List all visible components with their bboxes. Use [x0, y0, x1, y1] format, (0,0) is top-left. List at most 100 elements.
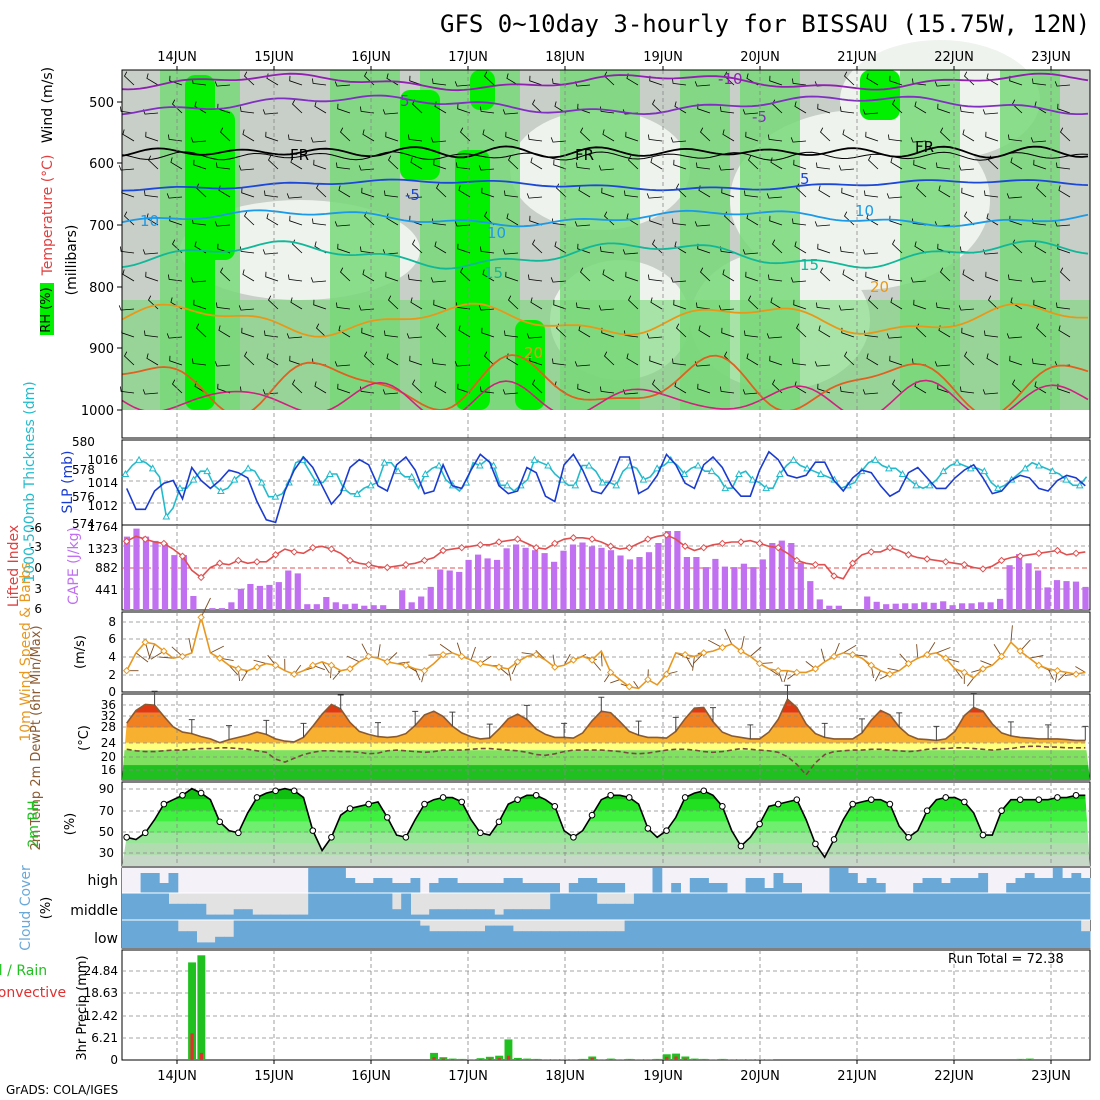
cloud-bar: [754, 893, 765, 920]
cloud-bar: [168, 873, 179, 893]
wind-speed-point: [1072, 670, 1080, 678]
cloud-bar: [391, 920, 402, 948]
precip-conv-bar: [1028, 1059, 1032, 1060]
lifted-index-point: [588, 535, 596, 543]
precip-total-bar: [430, 1052, 438, 1060]
cape-bar: [427, 586, 434, 610]
cloud-bar: [140, 920, 151, 948]
wind-barb: [265, 271, 279, 282]
rh-band: [122, 799, 1090, 811]
wind-barb: [624, 190, 639, 198]
rh-point: [681, 794, 689, 801]
wind-barb: [769, 75, 783, 86]
cape-bar: [1053, 580, 1061, 610]
wind-speed-point: [122, 666, 131, 675]
cloud-bar: [354, 893, 365, 920]
wind-speed-point: [942, 654, 950, 662]
wind-barb: [508, 155, 519, 170]
wind10m-barb: [414, 668, 421, 681]
wind-barb: [986, 353, 999, 366]
wind-barb: [720, 386, 735, 394]
temp-line: [126, 697, 1086, 744]
panel1-frame: [121, 69, 1091, 439]
cloud-bar: [550, 931, 560, 948]
cloud-bar: [512, 878, 523, 893]
wind-barb: [436, 323, 447, 338]
wind-barb: [577, 243, 591, 254]
lifted-index-point: [271, 551, 280, 559]
wind-barb: [796, 323, 807, 338]
wind-barb: [625, 271, 639, 282]
cloud-bar: [177, 903, 188, 920]
wind-speed-point: [1035, 661, 1043, 670]
lifted-index-line: [126, 534, 1086, 580]
cape-tick-label: 1764: [87, 520, 118, 534]
cloud-bar: [373, 893, 384, 920]
wind-speed-point: [979, 665, 987, 673]
precip-conv-bar: [488, 1058, 492, 1060]
wind-barb: [434, 241, 447, 254]
wind-tick-label: 8: [108, 615, 116, 629]
wind-barb: [118, 165, 135, 171]
wind-barb: [886, 333, 903, 339]
wind-barb: [432, 78, 447, 86]
wind-barb: [360, 386, 375, 394]
contour-label: -10: [718, 70, 743, 88]
precip-conv-bar: [693, 1059, 697, 1060]
precip-conv-bar: [590, 1057, 594, 1060]
x-date-top: 19JUN: [643, 50, 683, 65]
x-date-bottom: 14JUN: [157, 1069, 197, 1084]
thickness-axis-label: 1000-500mb Thickness (dm): [22, 381, 38, 582]
cloud-bar: [848, 920, 858, 948]
cloud-bar: [568, 883, 579, 893]
wind-barb: [720, 106, 735, 114]
wind-barb: [1030, 137, 1047, 143]
rh-point: [812, 840, 819, 848]
wind-tick-label: 6: [108, 632, 116, 646]
wind-speed-point: [737, 647, 745, 655]
cloud-bar: [1024, 893, 1035, 920]
rh-point: [477, 829, 484, 837]
cloud-bar: [401, 920, 411, 948]
cloud-bar: [587, 893, 598, 920]
cape-bar: [522, 547, 529, 610]
precip-conv-bar: [516, 1059, 520, 1060]
thickness-point: [1035, 461, 1043, 469]
rh-markers: [123, 787, 1080, 850]
lifted-index-point: [383, 563, 391, 572]
wind-barb: [670, 137, 687, 143]
cape-bar: [959, 603, 966, 610]
wind10m-barb: [916, 644, 919, 659]
cape-bar: [883, 604, 890, 610]
contour-15: [121, 240, 1089, 270]
wind-barb: [458, 185, 471, 198]
cloud-bar: [196, 903, 207, 920]
lifted-index-point: [625, 543, 633, 552]
thickness-markers: [121, 455, 1084, 520]
wind-barb: [674, 101, 687, 114]
cloud-bar: [326, 920, 337, 948]
cloud-bar: [457, 931, 467, 948]
wind-barb: [313, 299, 327, 310]
wind-barb: [553, 299, 567, 310]
wind-barb: [220, 267, 231, 282]
wind-barb: [937, 383, 951, 394]
cloud-bar: [633, 920, 644, 948]
cloud-bar: [1034, 920, 1044, 948]
wind-barb: [457, 103, 471, 114]
wind-barb: [1057, 103, 1071, 114]
lifted-index-point: [737, 538, 745, 546]
cloud-bar: [848, 873, 858, 893]
cloud-bar: [1062, 920, 1072, 948]
wind-barb: [626, 353, 639, 366]
cloud-bar: [149, 893, 160, 920]
rh-legend-swatch: [40, 283, 54, 335]
cloud-bar: [494, 914, 505, 920]
cloud-bar: [782, 883, 793, 893]
wind10m-barb: [1075, 666, 1086, 673]
cloud-bar: [122, 893, 132, 920]
cloud-bar: [354, 883, 365, 893]
wind-barb: [240, 106, 255, 114]
cloud-bar: [699, 893, 709, 920]
rh-point: [867, 796, 875, 803]
